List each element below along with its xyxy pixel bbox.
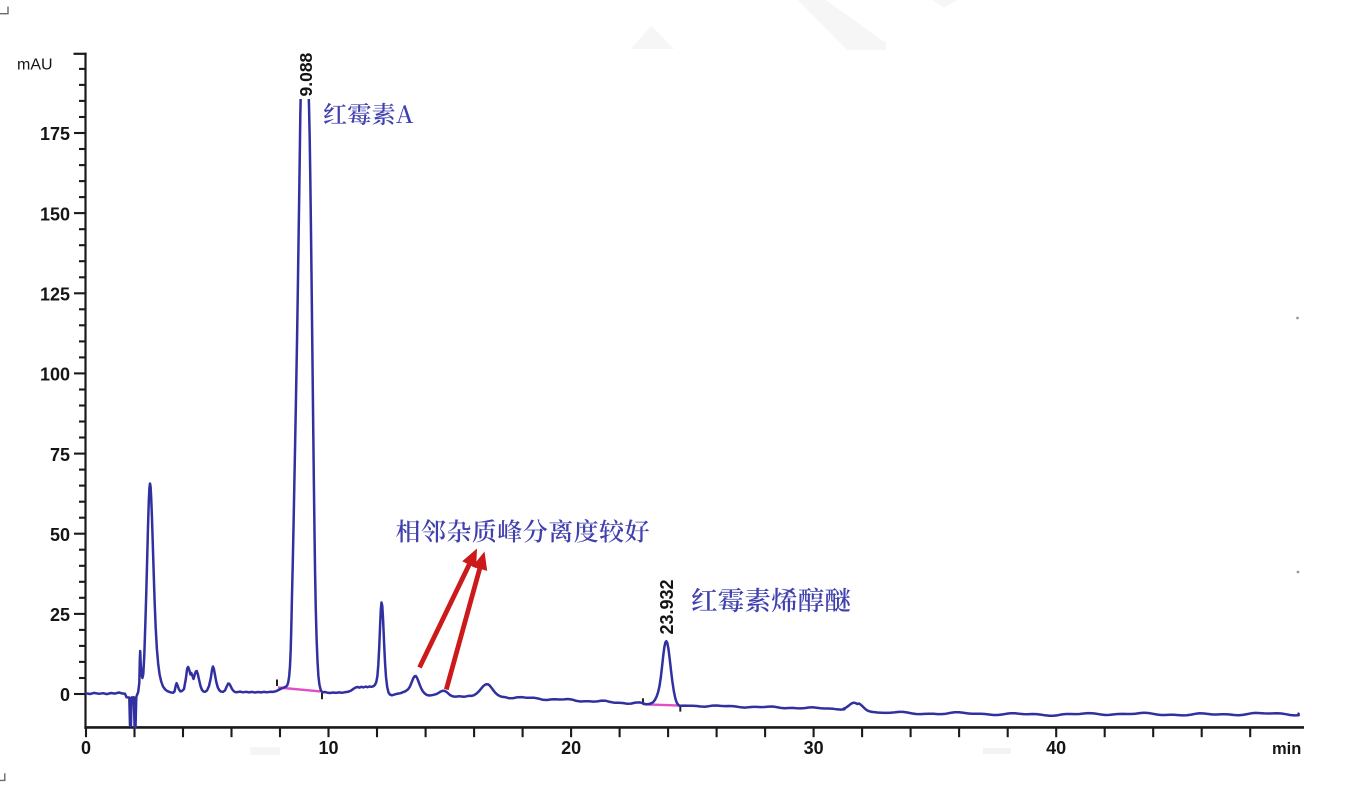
svg-text:mAU: mAU [17,57,53,74]
svg-text:0: 0 [81,738,91,758]
svg-text:175: 175 [40,124,70,144]
svg-text:10: 10 [318,738,338,758]
svg-text:50: 50 [50,525,70,545]
svg-text:30: 30 [804,738,824,758]
svg-text:min: min [1272,740,1301,758]
svg-text:9.088: 9.088 [296,52,316,96]
svg-text:20: 20 [561,738,581,758]
svg-text:0: 0 [60,685,70,705]
svg-text:40: 40 [1046,738,1066,758]
svg-text:100: 100 [40,365,70,385]
svg-text:75: 75 [50,445,70,465]
svg-text:25: 25 [50,605,70,625]
svg-text:23.932: 23.932 [657,579,677,634]
svg-text:125: 125 [40,285,70,305]
svg-text:150: 150 [40,204,70,224]
